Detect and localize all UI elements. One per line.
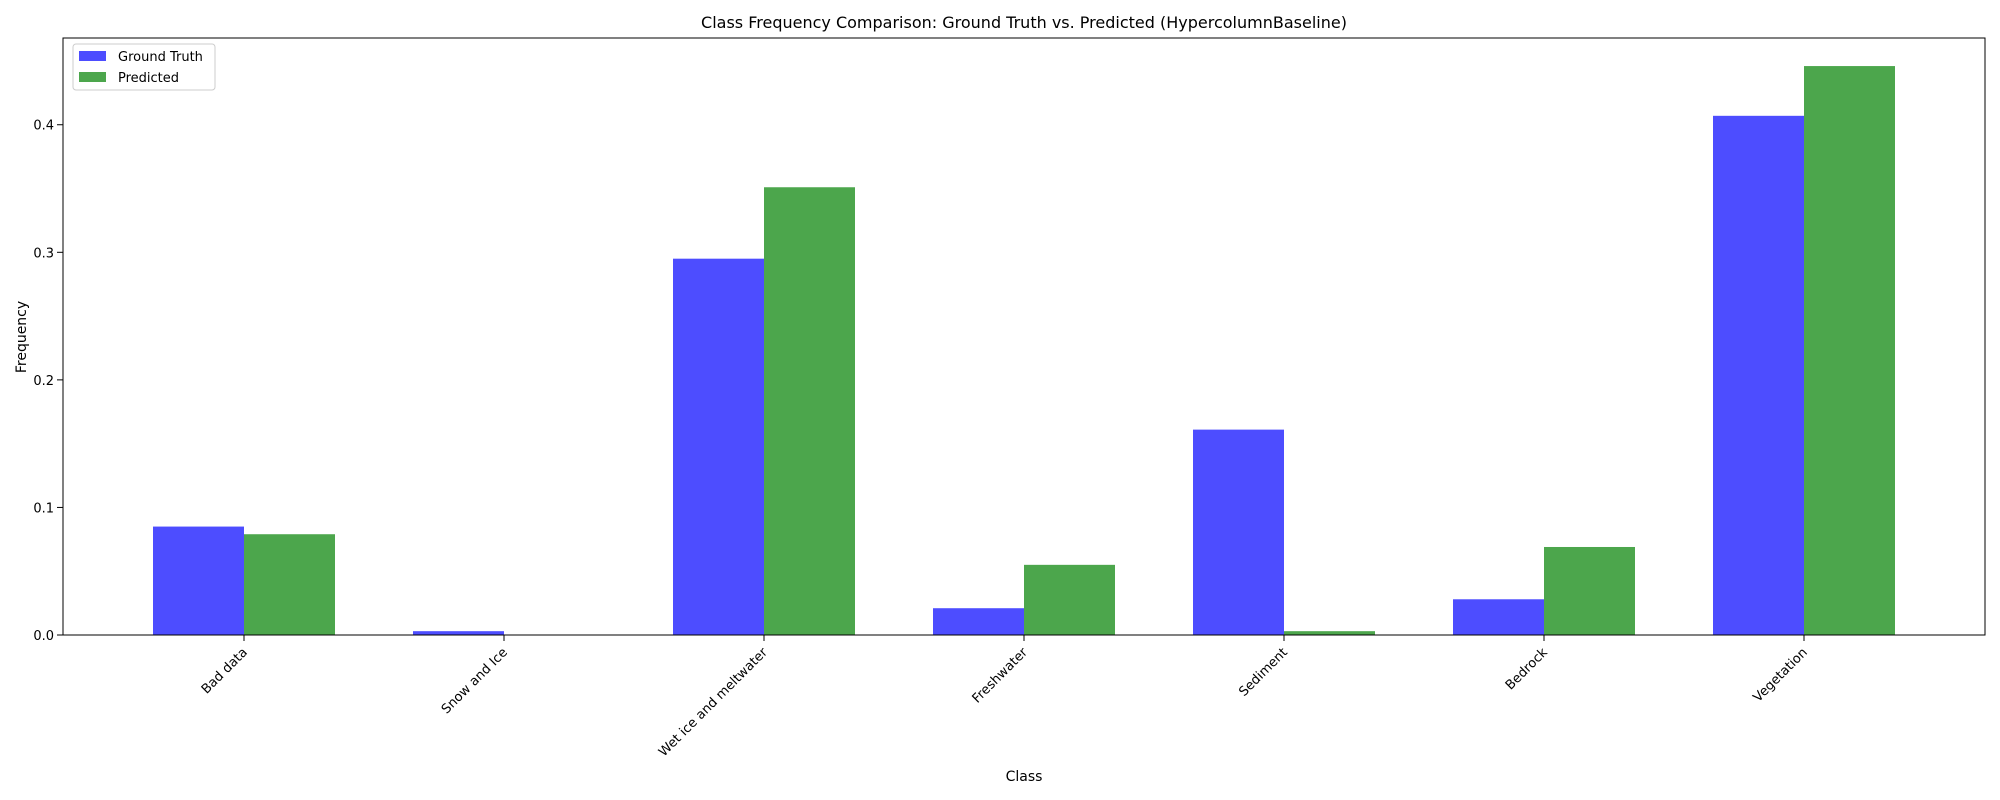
x-tick-label: Wet ice and meltwater (656, 645, 771, 760)
bar-ground-truth-0 (153, 526, 244, 635)
legend-label: Ground Truth (118, 50, 203, 65)
legend-label: Predicted (118, 71, 179, 86)
y-axis-label: Frequency (14, 301, 30, 373)
x-axis-label: Class (1006, 769, 1043, 785)
bar-predicted-5 (1544, 546, 1635, 635)
bar-predicted-3 (1024, 564, 1115, 635)
x-tick-label: Vegetation (1751, 645, 1811, 705)
y-axis: 0.0 0.1 0.2 0.3 0.4 (33, 119, 63, 644)
x-tick-label: Bedrock (1503, 645, 1551, 693)
x-tick-label: Sediment (1236, 645, 1291, 700)
y-tick-label: 0.3 (33, 246, 54, 261)
bar-predicted-6 (1804, 66, 1895, 636)
bar-ground-truth-2 (673, 258, 764, 635)
bar-predicted-0 (244, 534, 335, 635)
x-tick-label: Bad data (199, 645, 251, 697)
x-tick-label: Snow and Ice (439, 645, 511, 717)
bar-ground-truth-4 (1193, 429, 1284, 635)
legend-box (72, 43, 216, 91)
plot-frame (62, 37, 1986, 636)
y-tick-label: 0.1 (33, 501, 54, 516)
chart-title: Class Frequency Comparison: Ground Truth… (701, 13, 1347, 32)
x-axis: Bad data Snow and Ice Wet ice and meltwate… (199, 635, 1811, 760)
bar-predicted-2 (764, 187, 855, 635)
bar-ground-truth-1 (413, 631, 504, 635)
bars-group (153, 66, 1895, 636)
legend: Ground Truth Predicted (72, 43, 216, 91)
bar-predicted-4 (1284, 631, 1375, 635)
legend-swatch (79, 72, 106, 82)
bar-ground-truth-3 (933, 608, 1024, 635)
legend-swatch (79, 51, 106, 61)
y-tick-label: 0.4 (33, 119, 54, 134)
y-tick-label: 0.2 (33, 374, 54, 389)
x-tick-label: Freshwater (970, 645, 1032, 707)
bar-ground-truth-6 (1713, 115, 1804, 636)
y-tick-label: 0.0 (33, 629, 54, 644)
bar-ground-truth-5 (1453, 599, 1544, 635)
plot-area (63, 38, 1985, 635)
